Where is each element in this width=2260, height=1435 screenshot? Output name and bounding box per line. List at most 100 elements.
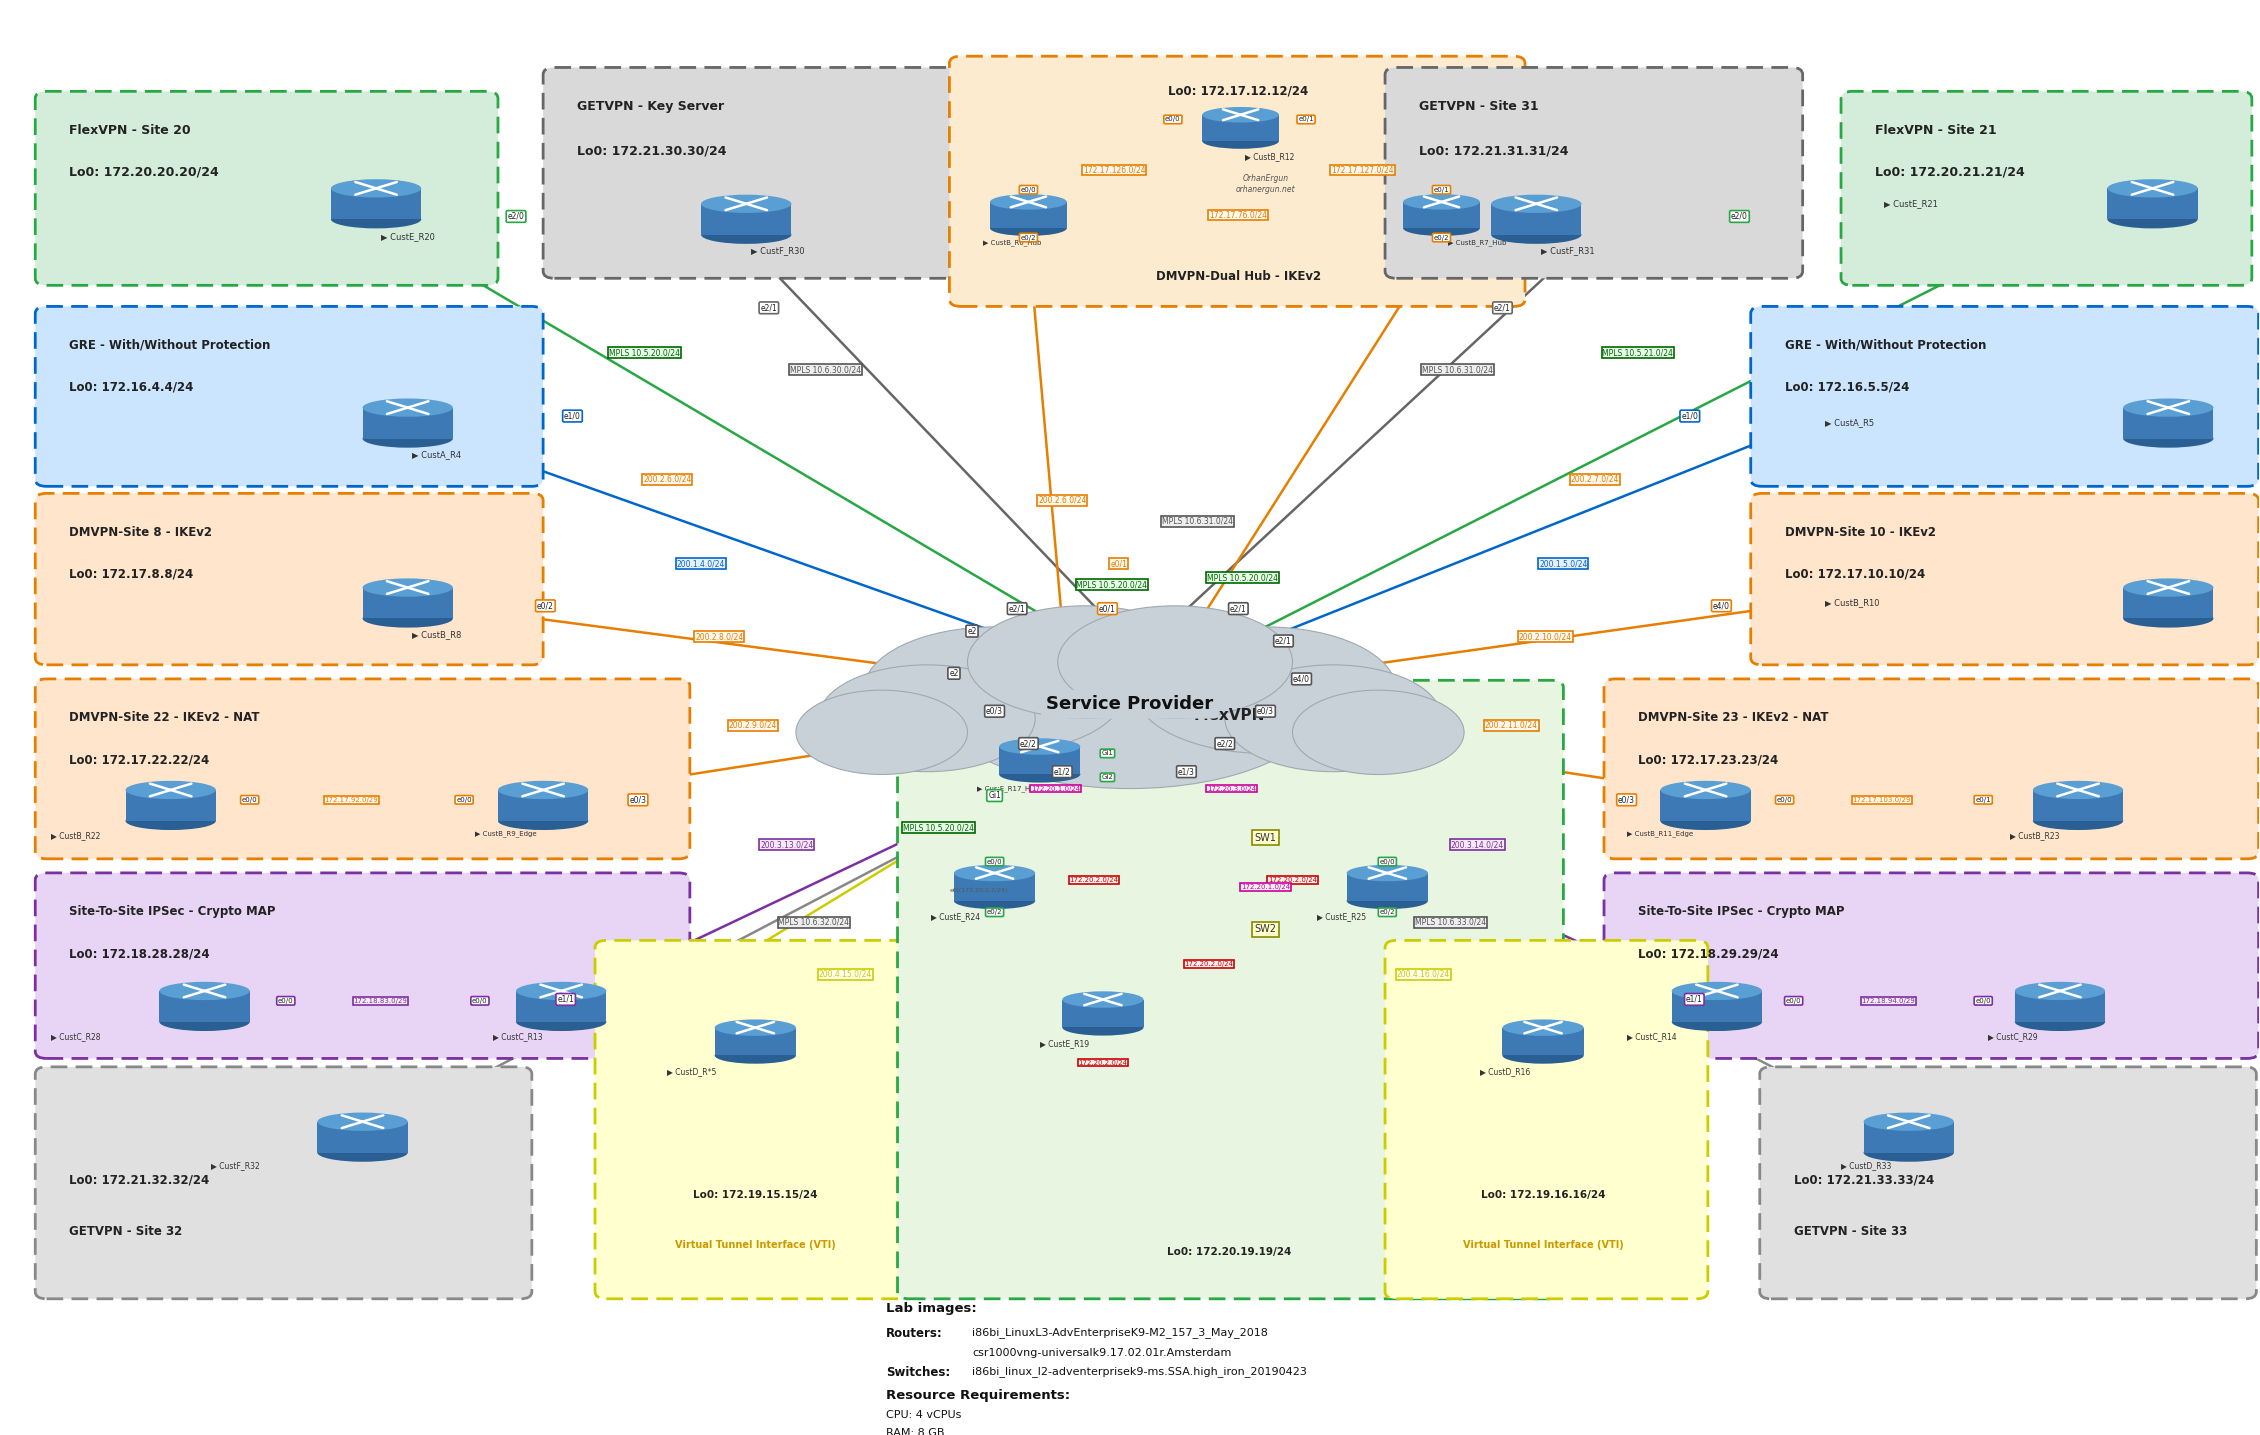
Text: ▶ CustC_R14: ▶ CustC_R14 <box>1627 1032 1677 1040</box>
Text: e2/2: e2/2 <box>1019 739 1037 748</box>
Text: 200.2.9.0/24: 200.2.9.0/24 <box>730 720 777 730</box>
Text: e0/0: e0/0 <box>1022 187 1037 192</box>
Text: ▶ CustF_R30: ▶ CustF_R30 <box>750 245 805 255</box>
Bar <box>160 992 249 1022</box>
FancyBboxPatch shape <box>36 494 542 664</box>
Text: ▶ CustF_R32: ▶ CustF_R32 <box>212 1161 260 1170</box>
Text: Lo0: 172.20.21.21/24: Lo0: 172.20.21.21/24 <box>1876 166 2025 179</box>
Text: FlexVPN - Site 20: FlexVPN - Site 20 <box>70 123 190 136</box>
Text: i86bi_linux_l2-adventerprisek9-ms.SSA.high_iron_20190423: i86bi_linux_l2-adventerprisek9-ms.SSA.hi… <box>972 1366 1306 1378</box>
Ellipse shape <box>714 1048 796 1063</box>
Ellipse shape <box>497 781 588 799</box>
Ellipse shape <box>714 1019 796 1036</box>
Text: DMVPN-Site 23 - IKEv2 - NAT: DMVPN-Site 23 - IKEv2 - NAT <box>1638 712 1828 725</box>
Text: GETVPN - Site 32: GETVPN - Site 32 <box>70 1225 183 1238</box>
Text: Lo0: 172.17.8.8/24: Lo0: 172.17.8.8/24 <box>70 568 194 581</box>
Text: ▶ CustB_R6_Hub: ▶ CustB_R6_Hub <box>983 240 1042 245</box>
Ellipse shape <box>863 627 1125 753</box>
Text: GETVPN - Site 31: GETVPN - Site 31 <box>1419 100 1539 113</box>
Ellipse shape <box>701 195 791 212</box>
Text: 172.20.2.0/24: 172.20.2.0/24 <box>1268 877 1318 883</box>
Text: GRE - With/Without Protection: GRE - With/Without Protection <box>1785 339 1987 352</box>
Ellipse shape <box>1672 982 1763 1000</box>
Text: ▶ CustB_R22: ▶ CustB_R22 <box>52 831 99 839</box>
Ellipse shape <box>1403 221 1480 235</box>
Text: e0/2: e0/2 <box>988 910 1003 916</box>
Text: MPLS 10.5.20.0/24: MPLS 10.5.20.0/24 <box>1207 573 1279 583</box>
Text: Lo0: 172.19.16.16/24: Lo0: 172.19.16.16/24 <box>1480 1191 1605 1201</box>
Ellipse shape <box>1062 992 1144 1007</box>
Text: GETVPN - Key Server: GETVPN - Key Server <box>576 100 723 113</box>
Ellipse shape <box>796 690 967 775</box>
Text: ▶ CustB_R8: ▶ CustB_R8 <box>411 630 461 639</box>
Ellipse shape <box>316 1112 407 1131</box>
Ellipse shape <box>1503 1048 1584 1063</box>
Bar <box>2122 408 2213 439</box>
Text: ▶ CustB_R12: ▶ CustB_R12 <box>1245 152 1295 161</box>
FancyBboxPatch shape <box>1385 67 1803 278</box>
Text: ▶ CustB_R9_Edge: ▶ CustB_R9_Edge <box>475 831 538 838</box>
Text: e0/0: e0/0 <box>1776 796 1792 802</box>
Text: e4/0: e4/0 <box>1293 674 1311 683</box>
Bar <box>1062 1000 1144 1027</box>
Text: MPLS 10.5.20.0/24: MPLS 10.5.20.0/24 <box>610 349 680 357</box>
Ellipse shape <box>954 893 1035 910</box>
Text: Lo0: 172.21.33.33/24: Lo0: 172.21.33.33/24 <box>1794 1174 1935 1187</box>
Bar <box>1672 992 1763 1022</box>
Text: e1/0: e1/0 <box>565 412 581 420</box>
Ellipse shape <box>127 781 215 799</box>
Text: e2/1: e2/1 <box>1494 303 1512 313</box>
Text: e0/1: e0/1 <box>1110 560 1128 568</box>
Text: 200.2.8.0/24: 200.2.8.0/24 <box>696 633 744 641</box>
Ellipse shape <box>1225 664 1442 772</box>
Text: e2/1: e2/1 <box>759 303 777 313</box>
Bar <box>362 408 452 439</box>
Text: Resource Requirements:: Resource Requirements: <box>886 1389 1071 1402</box>
FancyBboxPatch shape <box>1385 940 1709 1299</box>
Text: ▶ CustB_R23: ▶ CustB_R23 <box>2011 831 2059 839</box>
Ellipse shape <box>990 194 1067 210</box>
Ellipse shape <box>362 429 452 448</box>
Text: e0/0: e0/0 <box>457 796 472 802</box>
Text: 172.18.94.0/29: 172.18.94.0/29 <box>1862 997 1914 1004</box>
FancyBboxPatch shape <box>1605 872 2258 1059</box>
Text: e0/0: e0/0 <box>988 858 1003 865</box>
Text: MPLS 10.6.33.0/24: MPLS 10.6.33.0/24 <box>1415 917 1487 927</box>
Ellipse shape <box>2122 429 2213 448</box>
Text: e0/1: e0/1 <box>1975 796 1991 802</box>
FancyBboxPatch shape <box>542 67 960 278</box>
Ellipse shape <box>954 865 1035 881</box>
Text: e0/0: e0/0 <box>278 997 294 1004</box>
Text: ▶ CustC_R29: ▶ CustC_R29 <box>1989 1032 2036 1040</box>
Text: i86bi_LinuxL3-AdvEnterpriseK9-M2_157_3_May_2018: i86bi_LinuxL3-AdvEnterpriseK9-M2_157_3_M… <box>972 1327 1268 1337</box>
Text: MPLS 10.6.32.0/24: MPLS 10.6.32.0/24 <box>777 917 850 927</box>
Ellipse shape <box>515 982 606 1000</box>
Text: FlexVPN - Site 21: FlexVPN - Site 21 <box>1876 123 1996 136</box>
Text: e1/3: e1/3 <box>1177 768 1196 776</box>
Text: 172.17.126.0/24: 172.17.126.0/24 <box>1083 165 1146 175</box>
Text: ▶ CustB_R11_Edge: ▶ CustB_R11_Edge <box>1627 831 1693 838</box>
Ellipse shape <box>160 1013 249 1030</box>
Text: ▶ Cus:E_R17_Hub: ▶ Cus:E_R17_Hub <box>976 786 1040 792</box>
Text: 172.17.103.0/29: 172.17.103.0/29 <box>1853 796 1912 802</box>
Bar <box>2122 587 2213 618</box>
Text: e1/1: e1/1 <box>558 994 574 1004</box>
Bar <box>1347 872 1428 901</box>
Ellipse shape <box>362 610 452 627</box>
Ellipse shape <box>362 578 452 597</box>
Text: e0/0: e0/0 <box>242 796 258 802</box>
Text: ▶ CustD_R16: ▶ CustD_R16 <box>1480 1066 1530 1076</box>
Text: DMVPN-Site 10 - IKEv2: DMVPN-Site 10 - IKEv2 <box>1785 525 1935 538</box>
Text: MPLS 10.6.30.0/24: MPLS 10.6.30.0/24 <box>789 364 861 375</box>
Ellipse shape <box>1347 865 1428 881</box>
FancyBboxPatch shape <box>1752 307 2258 486</box>
FancyBboxPatch shape <box>949 56 1526 307</box>
Text: 200.2.10.0/24: 200.2.10.0/24 <box>1519 633 1573 641</box>
Text: e2/2: e2/2 <box>1216 739 1234 748</box>
Text: DMVPN-Site 8 - IKEv2: DMVPN-Site 8 - IKEv2 <box>70 525 212 538</box>
Text: e0/2: e0/2 <box>538 601 554 610</box>
Text: DMVPN-Site 22 - IKEv2 - NAT: DMVPN-Site 22 - IKEv2 - NAT <box>70 712 260 725</box>
Ellipse shape <box>1058 606 1293 719</box>
Text: csr1000vng-universalk9.17.02.01r.Amsterdam: csr1000vng-universalk9.17.02.01r.Amsterd… <box>972 1347 1232 1358</box>
Text: MPLS 10.5.21.0/24: MPLS 10.5.21.0/24 <box>1602 349 1672 357</box>
